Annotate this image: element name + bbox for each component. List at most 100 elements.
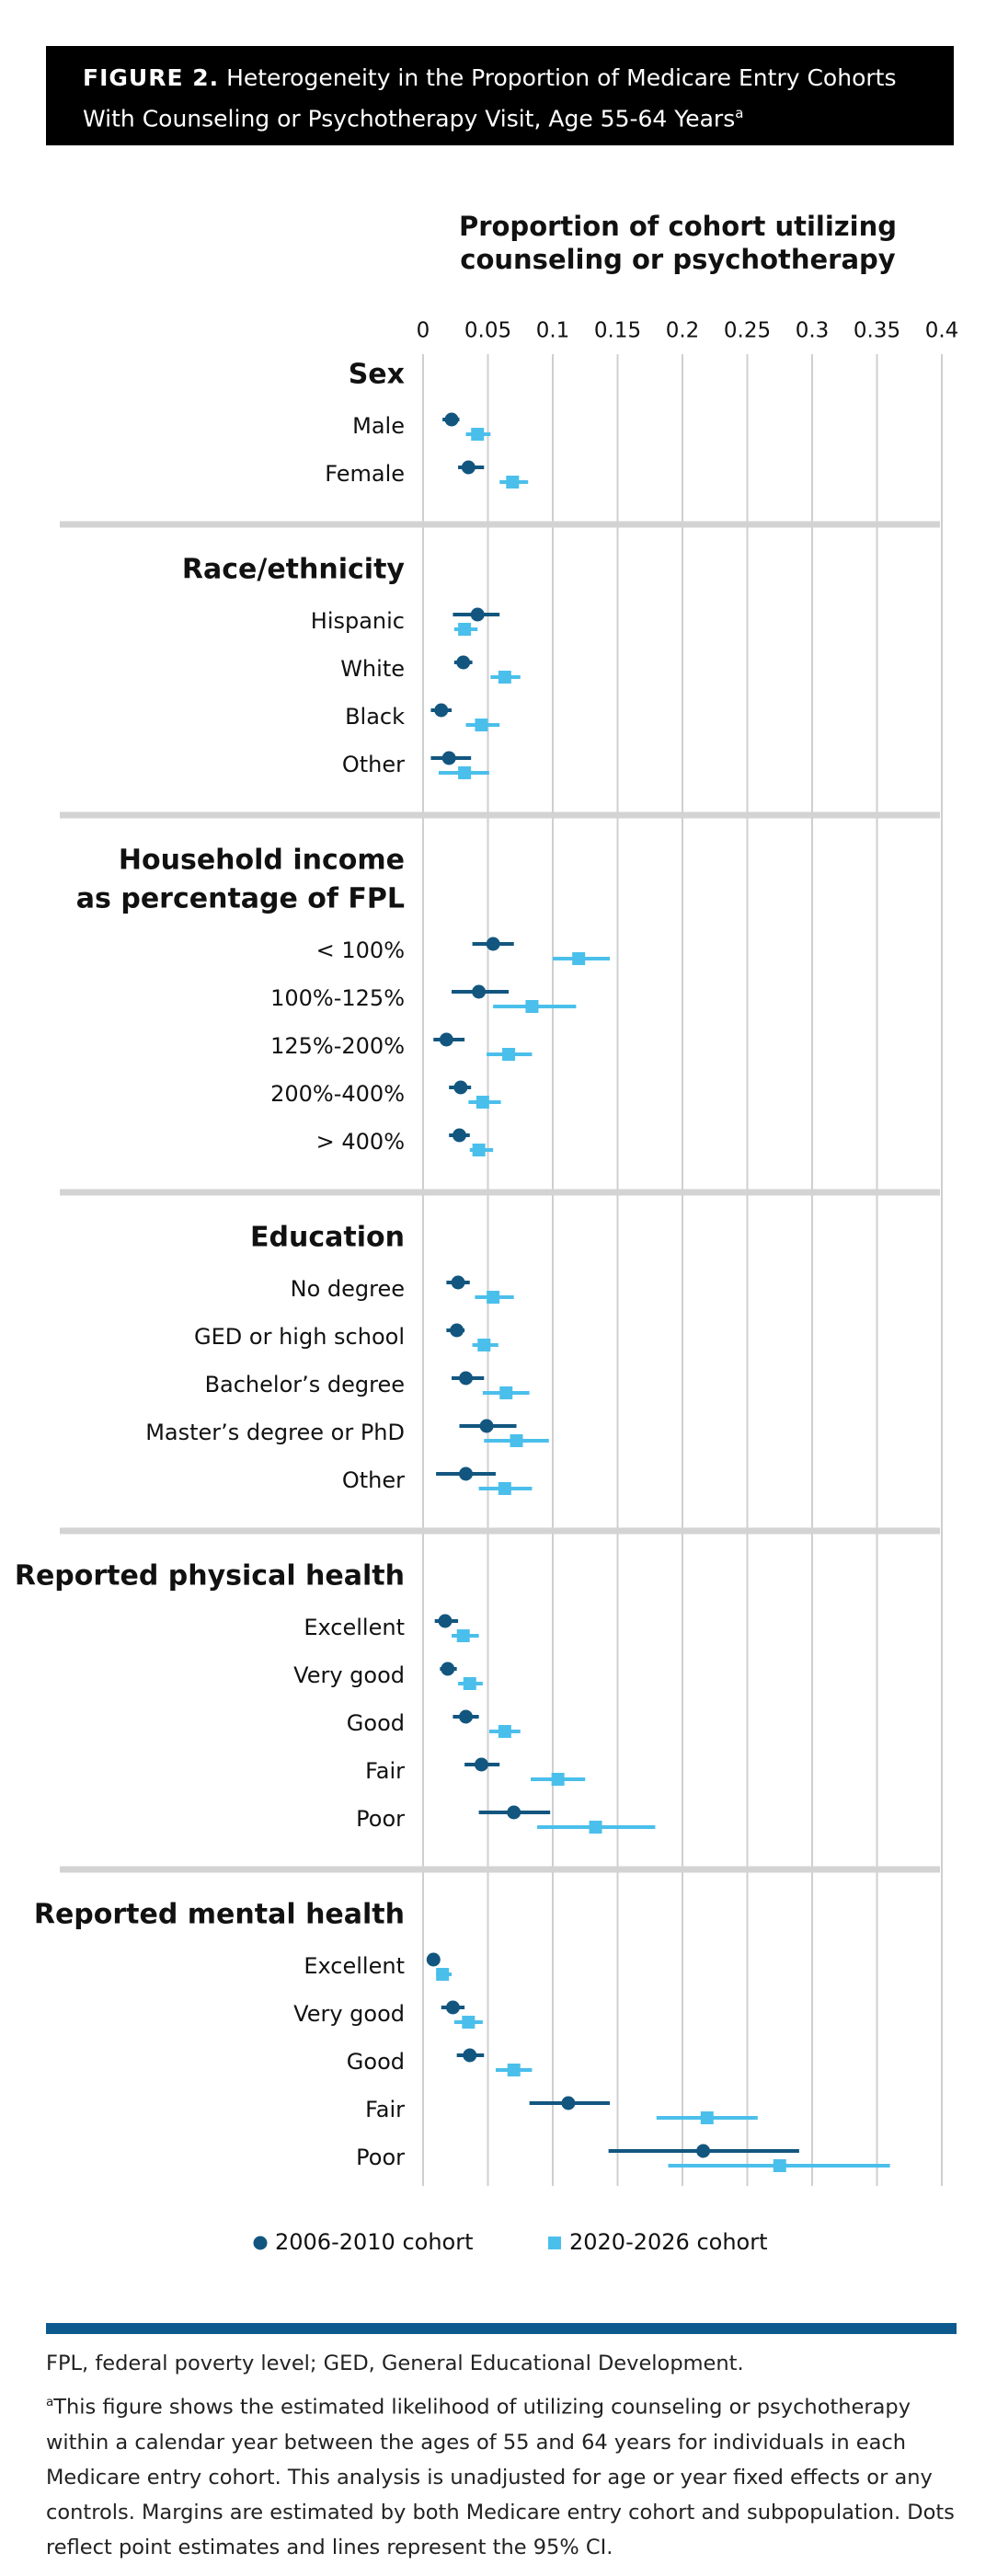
- point-estimate: [486, 937, 500, 951]
- row-label: Other: [342, 752, 405, 777]
- group-title: Education: [250, 1222, 405, 1254]
- row-label: Hispanic: [311, 608, 405, 634]
- row-label: White: [340, 656, 405, 682]
- point-estimate: [471, 428, 485, 441]
- point-estimate: [487, 1291, 500, 1304]
- row-label: Female: [325, 461, 405, 487]
- point-estimate: [451, 1275, 465, 1290]
- group-title: Race/ethnicity: [182, 554, 406, 586]
- point-estimate: [456, 1629, 470, 1642]
- x-tick-label: 0.1: [536, 319, 570, 343]
- row-label: Other: [342, 1467, 405, 1493]
- point-estimate: [472, 1144, 486, 1156]
- point-estimate: [463, 1677, 476, 1690]
- point-estimate: [507, 2064, 521, 2076]
- row-label: Fair: [365, 2097, 405, 2122]
- row-label: < 100%: [316, 937, 405, 963]
- point-estimate: [700, 2111, 714, 2124]
- point-estimate: [525, 1000, 539, 1013]
- point-estimate: [444, 412, 459, 427]
- point-estimate: [498, 671, 511, 684]
- legend-label: 2020-2026 cohort: [569, 2229, 768, 2255]
- point-estimate: [436, 1968, 450, 1981]
- row-label: 100%-125%: [270, 985, 405, 1011]
- row-label: > 400%: [316, 1129, 405, 1155]
- point-estimate: [507, 1805, 521, 1820]
- legend-marker: [253, 2236, 268, 2250]
- point-estimate: [458, 623, 472, 636]
- row-label: 125%-200%: [270, 1033, 405, 1059]
- legend-label: 2006-2010 cohort: [275, 2229, 474, 2255]
- legend-marker: [548, 2237, 561, 2249]
- row-label: 200%-400%: [270, 1081, 405, 1107]
- x-tick-label: 0.35: [854, 319, 900, 343]
- note-marker: a: [46, 2395, 54, 2409]
- x-tick-label: 0.25: [724, 319, 771, 343]
- point-estimate: [696, 2144, 711, 2158]
- x-tick-label: 0: [417, 319, 430, 343]
- x-tick-label: 0.2: [666, 319, 700, 343]
- note: FPL, federal poverty level; GED, General…: [46, 2352, 744, 2375]
- group-title: Household income: [119, 845, 405, 877]
- axis-title: counseling or psychotherapy: [460, 244, 896, 275]
- point-estimate: [445, 2000, 460, 2015]
- point-estimate: [551, 1773, 565, 1786]
- point-estimate: [474, 1757, 488, 1772]
- point-estimate: [456, 655, 471, 670]
- point-estimate: [434, 703, 449, 718]
- note-text: This figure shows the estimated likeliho…: [46, 2395, 955, 2559]
- row-label: Fair: [365, 1758, 405, 1784]
- point-estimate: [773, 2159, 786, 2172]
- point-estimate: [506, 476, 520, 489]
- chart-title: Heterogeneity in the Proportion of Medic…: [83, 64, 897, 132]
- title-box: FIGURE 2. Heterogeneity in the Proportio…: [46, 46, 954, 145]
- row-label: Bachelor’s degree: [205, 1372, 405, 1397]
- point-estimate: [462, 2016, 476, 2029]
- point-estimate: [499, 1386, 513, 1399]
- title-marker: a: [735, 105, 744, 121]
- row-label: Good: [347, 1710, 405, 1736]
- x-tick-label: 0.05: [464, 319, 511, 343]
- point-estimate: [572, 952, 586, 965]
- point-estimate: [441, 1662, 455, 1676]
- figure-label: FIGURE 2.: [83, 64, 220, 91]
- note: aThis figure shows the estimated likelih…: [46, 2385, 957, 2565]
- row-label: Poor: [356, 2145, 405, 2170]
- chart: Proportion of cohort utilizingcounseling…: [15, 211, 958, 2255]
- point-estimate: [459, 1466, 474, 1481]
- row-label: No degree: [291, 1276, 405, 1302]
- point-estimate: [475, 719, 488, 731]
- point-estimate: [459, 1371, 474, 1386]
- group-title: Reported mental health: [34, 1899, 405, 1931]
- point-estimate: [459, 1709, 474, 1724]
- point-estimate: [458, 766, 472, 779]
- group-title: Sex: [349, 359, 405, 391]
- point-estimate: [439, 1032, 453, 1047]
- point-estimate: [498, 1725, 511, 1738]
- point-estimate: [470, 607, 485, 622]
- axis-title: Proportion of cohort utilizing: [459, 211, 897, 242]
- row-label: Poor: [356, 1806, 405, 1832]
- point-estimate: [510, 1434, 523, 1447]
- x-tick-label: 0.15: [594, 319, 641, 343]
- row-label: Very good: [293, 2001, 405, 2027]
- point-estimate: [472, 984, 487, 999]
- point-estimate: [441, 751, 456, 765]
- point-estimate: [450, 1323, 464, 1338]
- row-label: Black: [345, 704, 405, 730]
- point-estimate: [463, 2048, 477, 2063]
- row-label: Male: [352, 413, 405, 439]
- x-tick-label: 0.3: [796, 319, 830, 343]
- group-title: Reported physical health: [15, 1560, 405, 1593]
- point-estimate: [502, 1048, 516, 1061]
- point-estimate: [426, 1952, 441, 1967]
- notes: FPL, federal poverty level; GED, General…: [46, 2346, 957, 2569]
- point-estimate: [453, 1080, 468, 1095]
- divider: [46, 2323, 957, 2334]
- point-estimate: [589, 1821, 602, 1834]
- row-label: Excellent: [304, 1615, 405, 1640]
- point-estimate: [477, 1339, 491, 1351]
- point-estimate: [479, 1419, 494, 1433]
- row-label: Good: [347, 2049, 405, 2075]
